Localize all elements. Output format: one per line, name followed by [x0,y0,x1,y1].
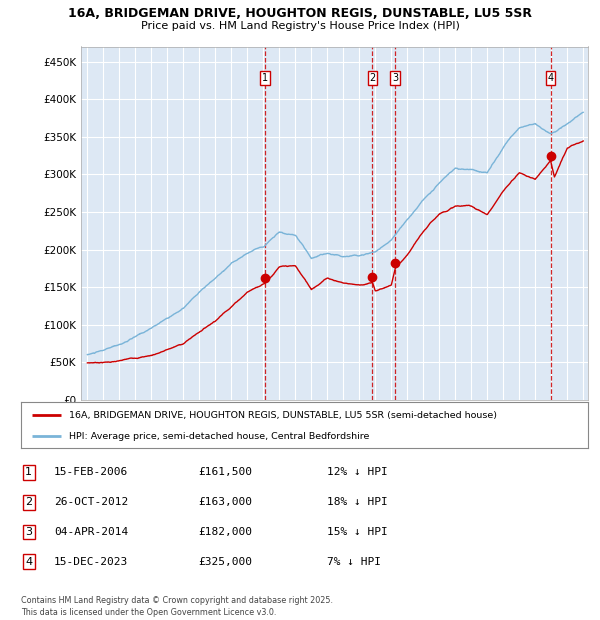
Text: £161,500: £161,500 [198,467,252,477]
Text: £163,000: £163,000 [198,497,252,507]
Text: 4: 4 [25,557,32,567]
Text: 16A, BRIDGEMAN DRIVE, HOUGHTON REGIS, DUNSTABLE, LU5 5SR (semi-detached house): 16A, BRIDGEMAN DRIVE, HOUGHTON REGIS, DU… [69,410,497,420]
Text: 3: 3 [392,73,398,83]
Text: 15-FEB-2006: 15-FEB-2006 [54,467,128,477]
Text: 3: 3 [25,527,32,537]
Text: 2: 2 [25,497,32,507]
Text: £182,000: £182,000 [198,527,252,537]
Text: 16A, BRIDGEMAN DRIVE, HOUGHTON REGIS, DUNSTABLE, LU5 5SR: 16A, BRIDGEMAN DRIVE, HOUGHTON REGIS, DU… [68,7,532,20]
Text: 15-DEC-2023: 15-DEC-2023 [54,557,128,567]
Text: 1: 1 [25,467,32,477]
Text: 26-OCT-2012: 26-OCT-2012 [54,497,128,507]
Text: Contains HM Land Registry data © Crown copyright and database right 2025.
This d: Contains HM Land Registry data © Crown c… [21,596,333,617]
Text: 18% ↓ HPI: 18% ↓ HPI [327,497,388,507]
Text: Price paid vs. HM Land Registry's House Price Index (HPI): Price paid vs. HM Land Registry's House … [140,21,460,31]
Text: 12% ↓ HPI: 12% ↓ HPI [327,467,388,477]
Text: 4: 4 [548,73,554,83]
Text: 7% ↓ HPI: 7% ↓ HPI [327,557,381,567]
Bar [577,46,588,400]
Text: 15% ↓ HPI: 15% ↓ HPI [327,527,388,537]
Text: 04-APR-2014: 04-APR-2014 [54,527,128,537]
Text: 1: 1 [262,73,268,83]
Text: 2: 2 [369,73,376,83]
Text: HPI: Average price, semi-detached house, Central Bedfordshire: HPI: Average price, semi-detached house,… [69,432,370,441]
Text: £325,000: £325,000 [198,557,252,567]
